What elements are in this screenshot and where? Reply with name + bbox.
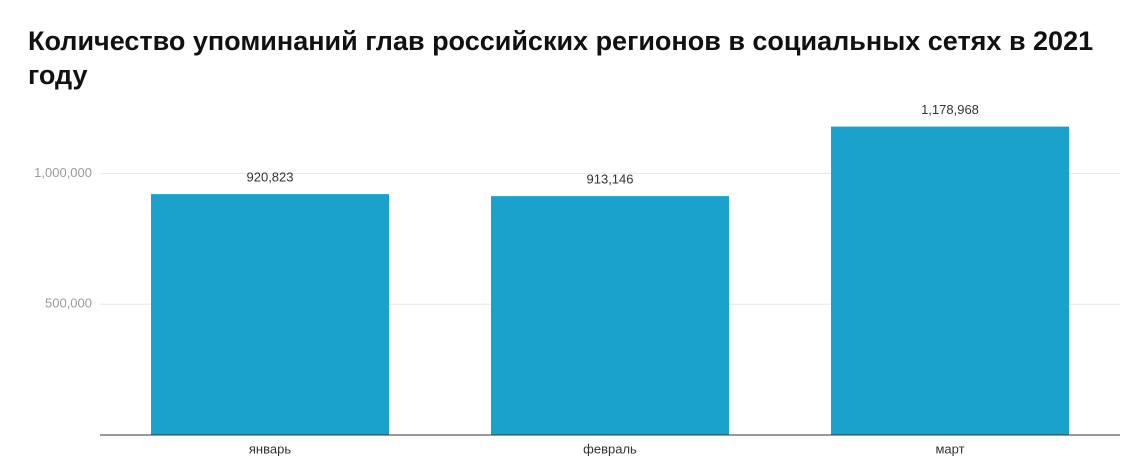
value-label: 920,823 [247, 170, 294, 185]
y-tick-label: 1,000,000 [34, 165, 92, 180]
bar [831, 126, 1069, 435]
bar [151, 194, 389, 435]
x-tick-label: март [935, 441, 964, 456]
x-tick-label: январь [249, 441, 291, 456]
chart-title: Количество упоминаний глав российских ре… [28, 26, 1094, 90]
x-tick-label: февраль [583, 441, 637, 456]
bar [491, 196, 729, 435]
y-tick-label: 500,000 [45, 296, 92, 311]
value-label: 913,146 [587, 172, 634, 187]
value-label: 1,178,968 [921, 102, 979, 117]
